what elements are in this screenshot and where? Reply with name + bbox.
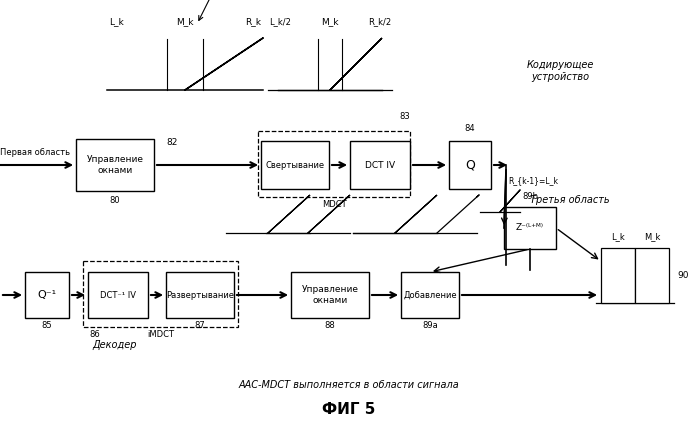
Text: Управление
окнами: Управление окнами (301, 285, 359, 305)
Bar (88, 272, 148, 318)
Text: R_{k-1}=L_k: R_{k-1}=L_k (508, 176, 558, 185)
Text: R_k/2: R_k/2 (368, 17, 391, 26)
Text: DCT IV: DCT IV (365, 161, 395, 170)
Text: 86: 86 (89, 330, 101, 339)
Text: 90: 90 (677, 271, 689, 279)
Text: Кодирующее
устройство: Кодирующее устройство (526, 60, 593, 82)
Text: M_k: M_k (322, 17, 339, 26)
Text: iMDCT: iMDCT (147, 330, 174, 339)
Text: 84: 84 (465, 124, 475, 133)
Text: M_k: M_k (176, 17, 194, 26)
Bar (83, 261, 238, 327)
Text: Управление
окнами: Управление окнами (87, 155, 143, 175)
Text: 89a: 89a (422, 321, 438, 330)
Text: L_k/2: L_k/2 (269, 17, 291, 26)
Text: Q: Q (465, 158, 475, 172)
Text: ААС-MDCT выполняется в области сигнала: ААС-MDCT выполняется в области сигнала (238, 380, 459, 390)
Polygon shape (330, 48, 372, 90)
Bar (449, 141, 491, 189)
Text: R_k: R_k (245, 17, 261, 26)
Text: Развертывание: Развертывание (166, 291, 234, 299)
Text: 88: 88 (324, 321, 336, 330)
Text: L_k: L_k (110, 17, 124, 26)
Text: Декодер: Декодер (93, 340, 137, 350)
Text: Q⁻¹: Q⁻¹ (38, 290, 57, 300)
Bar (635, 248, 669, 302)
Text: M_k: M_k (644, 233, 660, 242)
Text: 85: 85 (42, 321, 52, 330)
Text: Третья область: Третья область (530, 195, 610, 205)
Text: ФИГ 5: ФИГ 5 (322, 403, 375, 417)
Text: Свертывание: Свертывание (266, 161, 324, 170)
Bar (25, 272, 69, 318)
Polygon shape (330, 48, 372, 90)
Text: 83: 83 (400, 112, 410, 121)
Bar (350, 141, 410, 189)
Text: Z⁻⁽ᴸ⁺ᴹ⁾: Z⁻⁽ᴸ⁺ᴹ⁾ (516, 224, 544, 233)
Text: DCT⁻¹ IV: DCT⁻¹ IV (100, 291, 136, 299)
Text: 87: 87 (194, 321, 206, 330)
Text: 89b: 89b (522, 192, 538, 201)
Bar (504, 207, 556, 249)
Text: 82: 82 (166, 138, 178, 147)
Text: L_k: L_k (611, 233, 625, 242)
Bar (166, 272, 234, 318)
Bar (291, 272, 369, 318)
Text: Добавление: Добавление (403, 291, 457, 299)
Text: Первая область: Первая область (0, 148, 70, 157)
Bar (258, 131, 410, 197)
Text: 80: 80 (110, 196, 120, 205)
Bar (76, 139, 154, 191)
Bar (261, 141, 329, 189)
Bar (401, 272, 459, 318)
Text: MDCT: MDCT (322, 200, 346, 209)
Bar (601, 248, 635, 302)
